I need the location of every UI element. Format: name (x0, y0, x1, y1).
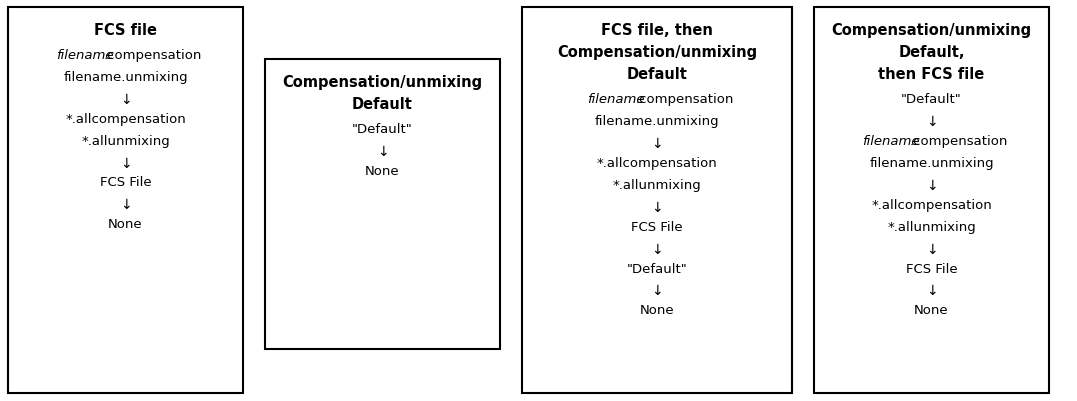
Text: filename: filename (862, 134, 920, 148)
Text: *.allcompensation: *.allcompensation (871, 198, 992, 211)
Text: ↓: ↓ (926, 115, 937, 129)
Text: ↓: ↓ (377, 145, 389, 158)
Text: *.allcompensation: *.allcompensation (65, 112, 186, 125)
Text: filename.unmixing: filename.unmixing (595, 115, 719, 128)
Text: None: None (640, 304, 674, 316)
Text: ↓: ↓ (652, 200, 662, 215)
Bar (265, 60, 500, 349)
Bar (8, 8, 243, 393)
Text: *.allcompensation: *.allcompensation (597, 157, 717, 170)
Text: filename.unmixing: filename.unmixing (64, 71, 187, 84)
Text: then FCS file: then FCS file (879, 67, 984, 82)
Text: *.allunmixing: *.allunmixing (613, 179, 701, 192)
Text: filename: filename (56, 49, 113, 62)
Text: ↓: ↓ (120, 93, 131, 106)
Text: ↓: ↓ (926, 242, 937, 256)
Text: ↓: ↓ (120, 198, 131, 212)
Text: ↓: ↓ (120, 156, 131, 170)
Text: FCS File: FCS File (906, 262, 957, 275)
Text: FCS file, then: FCS file, then (601, 23, 713, 38)
Text: None: None (108, 218, 143, 231)
Text: FCS File: FCS File (631, 221, 683, 233)
Text: None: None (914, 304, 949, 316)
Text: ↓: ↓ (652, 284, 662, 298)
Text: "Default": "Default" (901, 93, 962, 106)
Text: Compensation/unmixing: Compensation/unmixing (831, 23, 1032, 38)
Text: .compensation: .compensation (635, 93, 733, 106)
Text: *.allunmixing: *.allunmixing (887, 221, 976, 233)
Text: None: None (365, 164, 400, 178)
Bar (814, 8, 1049, 393)
Bar (522, 8, 792, 393)
Text: Default: Default (352, 97, 412, 112)
Text: Compensation/unmixing: Compensation/unmixing (282, 75, 482, 90)
Text: "Default": "Default" (352, 123, 412, 136)
Text: *.allunmixing: *.allunmixing (81, 134, 170, 148)
Text: ↓: ↓ (652, 137, 662, 151)
Text: FCS file: FCS file (94, 23, 157, 38)
Text: "Default": "Default" (627, 262, 687, 275)
Text: Default,: Default, (898, 45, 965, 60)
Text: Compensation/unmixing: Compensation/unmixing (557, 45, 757, 60)
Text: FCS File: FCS File (100, 176, 151, 189)
Text: filename.unmixing: filename.unmixing (869, 157, 994, 170)
Text: filename: filename (587, 93, 645, 106)
Text: ↓: ↓ (652, 242, 662, 256)
Text: .compensation: .compensation (910, 134, 1008, 148)
Text: Default: Default (627, 67, 687, 82)
Text: ↓: ↓ (926, 178, 937, 192)
Text: ↓: ↓ (926, 284, 937, 298)
Text: .compensation: .compensation (103, 49, 202, 62)
